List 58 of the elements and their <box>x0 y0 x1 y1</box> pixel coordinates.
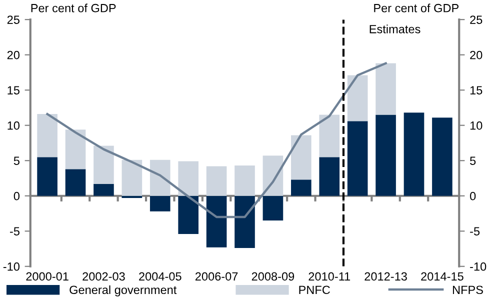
bar <box>150 196 170 212</box>
bar <box>291 135 312 180</box>
x-tick-label: 2008-09 <box>252 272 294 281</box>
legend-label: General government <box>70 285 177 296</box>
x-tick-label: 2004-05 <box>139 272 182 281</box>
y-tick-label: -5 <box>10 227 20 236</box>
bar <box>432 118 452 196</box>
bar <box>376 114 396 196</box>
y2-tick-label: -5 <box>470 227 480 236</box>
y-axis-title: Per cent of GDP <box>31 4 116 12</box>
bar <box>376 63 396 115</box>
bar <box>319 157 340 196</box>
bar <box>122 160 142 196</box>
y2-tick-label: -10 <box>470 262 486 271</box>
bar <box>206 166 227 196</box>
bar <box>94 184 114 196</box>
bar <box>94 146 114 184</box>
x-tick-label: 2000-01 <box>26 272 68 281</box>
x-tick-label: 2010-11 <box>308 272 350 281</box>
x-tick-label: 2012-13 <box>364 272 407 281</box>
y-tick-label: 10 <box>8 121 20 130</box>
line-series <box>46 62 387 218</box>
y2-tick-label: 0 <box>470 192 476 200</box>
bar <box>319 114 340 158</box>
legend-label: NFPS <box>452 286 483 294</box>
y-tick-label: 5 <box>14 156 20 165</box>
bar <box>404 112 424 196</box>
bar <box>178 161 198 196</box>
ref-line-label: Estimates <box>370 24 420 34</box>
bar <box>206 196 227 248</box>
x-tick-label: 2006-07 <box>195 272 238 281</box>
y-tick-label: 25 <box>7 16 20 24</box>
y-tick-label: -10 <box>3 262 20 271</box>
y2-tick-label: 25 <box>470 16 482 24</box>
y-tick-label: 20 <box>7 50 20 60</box>
y-tick-label: 15 <box>8 86 20 94</box>
y-tick-label: 0 <box>14 192 20 200</box>
x-tick-label: 2014-15 <box>421 272 464 281</box>
bar <box>347 121 368 196</box>
y2-tick-label: 10 <box>470 121 482 130</box>
bar <box>65 169 86 196</box>
y2-axis-title: Per cent of GDP <box>374 4 459 12</box>
y2-tick-label: 5 <box>470 156 476 165</box>
bar <box>291 180 312 196</box>
bar <box>150 160 170 196</box>
bar <box>37 114 58 158</box>
bar <box>234 196 255 248</box>
x-tick-label: 2002-03 <box>82 272 125 281</box>
bar <box>234 166 255 196</box>
bar <box>37 157 58 196</box>
y2-tick-label: 20 <box>470 50 482 60</box>
bar <box>65 130 86 170</box>
legend-label: PNFC <box>299 286 330 294</box>
bar <box>347 75 368 122</box>
bar <box>262 196 284 221</box>
bar <box>178 196 198 234</box>
bar <box>262 156 284 196</box>
y2-tick-label: 15 <box>470 86 482 94</box>
